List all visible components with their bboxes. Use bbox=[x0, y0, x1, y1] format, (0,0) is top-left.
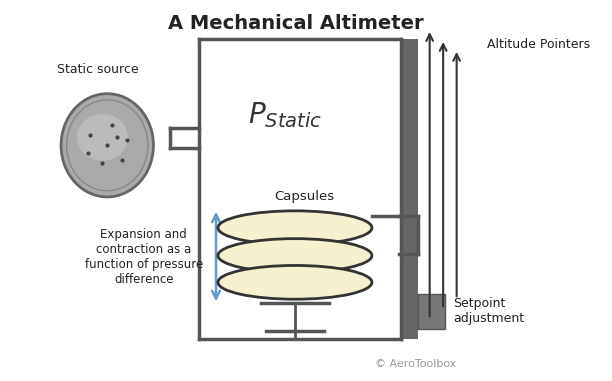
Ellipse shape bbox=[218, 239, 372, 272]
Text: © AeroToolbox: © AeroToolbox bbox=[375, 359, 456, 369]
Ellipse shape bbox=[218, 266, 372, 299]
Text: A Mechanical Altimeter: A Mechanical Altimeter bbox=[168, 14, 424, 33]
Text: Altitude Pointers: Altitude Pointers bbox=[487, 38, 591, 51]
Text: Expansion and
contraction as a
function of pressure
difference: Expansion and contraction as a function … bbox=[84, 227, 203, 285]
Bar bbox=[418, 294, 445, 329]
Text: Capsules: Capsules bbox=[275, 190, 335, 203]
Text: Static source: Static source bbox=[57, 63, 138, 76]
Ellipse shape bbox=[61, 94, 154, 197]
Text: $P_{Static}$: $P_{Static}$ bbox=[248, 101, 323, 130]
Text: Setpoint
adjustment: Setpoint adjustment bbox=[453, 297, 524, 325]
Bar bbox=[401, 39, 418, 339]
Ellipse shape bbox=[218, 211, 372, 245]
Ellipse shape bbox=[77, 114, 128, 161]
